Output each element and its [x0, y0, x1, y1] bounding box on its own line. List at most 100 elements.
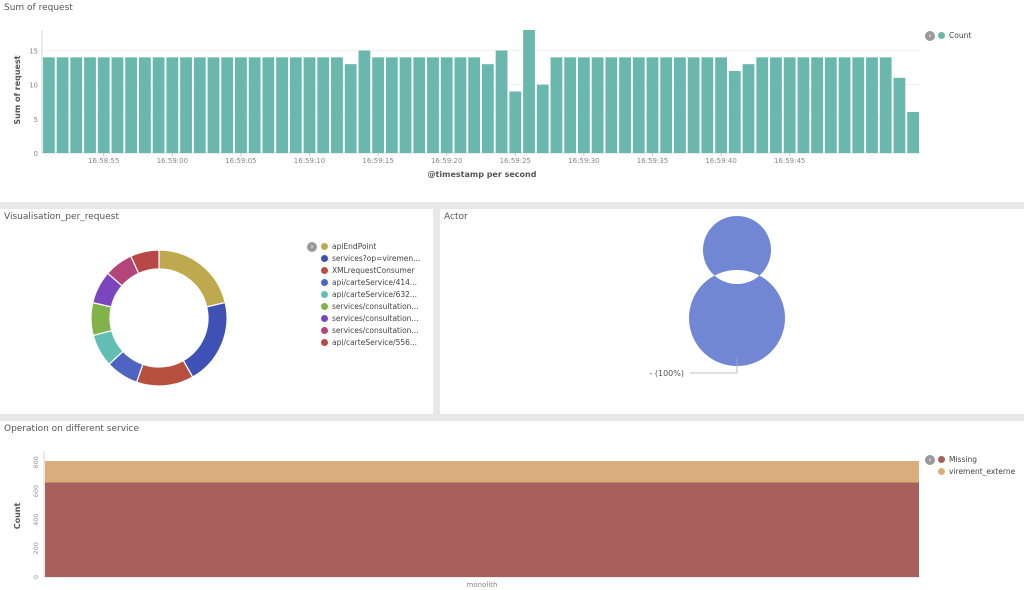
bar [838, 57, 851, 154]
legend-swatch [321, 326, 328, 334]
bar [742, 64, 755, 153]
pie-slice [158, 249, 226, 308]
y-tick-label: 10 [29, 82, 38, 90]
visualisation-per-request-chart [90, 249, 228, 387]
legend-label: api/carteService/414... [332, 277, 418, 287]
bar [509, 91, 522, 153]
bar [207, 57, 220, 154]
bar [770, 57, 782, 154]
bar [879, 57, 892, 154]
bar [70, 57, 83, 154]
visualisation-per-request-legend: apiEndPoint services?op=viremen... XMLrequ… [321, 240, 420, 348]
legend-swatch [321, 242, 328, 250]
x-tick-label: 16:59:30 [568, 157, 599, 165]
bar [701, 57, 714, 154]
bar [550, 57, 563, 154]
bar [413, 57, 426, 154]
legend-label: api/carteService/632... [332, 289, 418, 299]
bar [56, 57, 69, 154]
y-tick-label: 5 [34, 116, 38, 124]
stacked-bar-segment [45, 461, 919, 483]
legend-item[interactable]: services/consultation... [321, 300, 420, 312]
legend-item[interactable]: services?op=viremen... [321, 252, 420, 264]
panel-title: Sum of request [4, 3, 73, 13]
x-tick-label: 16:59:35 [637, 157, 668, 165]
stacked-bar-segment [45, 482, 919, 577]
legend-swatch [321, 278, 328, 286]
pie-slice [135, 359, 194, 387]
bar [97, 57, 110, 154]
slice-label: - (100%) [649, 369, 684, 378]
legend-item[interactable]: api/carteService/556... [321, 336, 420, 348]
panel-title: Operation on different service [4, 424, 140, 434]
legend-item[interactable]: virement_externe [938, 465, 1015, 477]
bar [660, 57, 673, 154]
legend-item[interactable]: api/carteService/632... [321, 288, 420, 300]
bar [180, 57, 192, 154]
bar [605, 57, 618, 154]
sum-of-request-panel: Sum of request 0 5 10 15 16:58:55 16:59:00 16… [0, 0, 1024, 202]
legend-item[interactable]: apiEndPoint [321, 240, 420, 252]
bar [276, 57, 288, 154]
bar [372, 57, 385, 154]
x-tick-label: 16:59:25 [500, 157, 531, 165]
bar [619, 57, 631, 154]
bar [248, 57, 261, 154]
legend-item[interactable]: services/consultation... [321, 312, 420, 324]
bar [674, 57, 686, 154]
legend-item[interactable]: XMLrequestConsumer [321, 264, 420, 276]
legend-item[interactable]: api/carteService/414... [321, 276, 420, 288]
bar [440, 57, 453, 154]
legend-toggle-icon[interactable]: › [925, 31, 935, 41]
pie-slice [90, 301, 113, 337]
operation-chart: 0 200 400 600 800 monolith Count [13, 451, 920, 589]
legend-swatch [938, 467, 945, 475]
legend-swatch [321, 266, 328, 274]
bar [317, 57, 330, 154]
x-axis-label: @timestamp per second [428, 170, 537, 179]
bar [564, 57, 577, 154]
legend-label: services?op=viremen... [332, 253, 421, 263]
legend-label: services/consultation... [332, 325, 419, 335]
legend-label: services/consultation... [332, 301, 419, 311]
bar [399, 57, 412, 154]
x-tick-label: monolith [467, 581, 498, 589]
legend-toggle-icon[interactable]: › [925, 455, 935, 465]
bar [84, 57, 96, 154]
legend-toggle-icon[interactable]: › [307, 242, 317, 252]
slice-label-leader-line [690, 357, 738, 374]
x-tick-label: 16:59:20 [431, 157, 462, 165]
bar [303, 57, 316, 154]
bar [783, 57, 796, 154]
bar [385, 57, 398, 154]
bar [824, 57, 837, 154]
bar [235, 57, 247, 154]
actor-chart: - (100%) [649, 216, 785, 378]
sum-of-request-legend: Count [938, 29, 971, 41]
panel-title: Actor [444, 212, 468, 222]
legend-label: XMLrequestConsumer [332, 265, 415, 275]
bar [523, 30, 535, 153]
x-tick-label: 16:59:40 [705, 157, 736, 165]
legend-swatch [938, 31, 945, 39]
bar [125, 57, 138, 154]
sum-of-request-chart: 0 5 10 15 16:58:55 16:59:00 16:59:05 16:59:10 1… [13, 30, 920, 179]
y-tick-label: 400 [32, 514, 40, 526]
visualisation-per-request-panel: Visualisation_per_request › apiEndPoint s… [0, 209, 433, 414]
bar [358, 50, 371, 153]
legend-item[interactable]: Count [938, 29, 971, 41]
y-tick-label: 0 [34, 150, 38, 158]
bar [811, 57, 824, 154]
operation-legend: Missing virement_externe [938, 453, 1015, 477]
x-tick-label: 16:58:55 [88, 157, 119, 165]
bar [907, 112, 920, 153]
legend-item[interactable]: Missing [938, 453, 1015, 465]
actor-panel: Actor - (100%) [440, 209, 1024, 414]
legend-item[interactable]: services/consultation... [321, 324, 420, 336]
legend-swatch [321, 314, 328, 322]
bar [632, 57, 645, 154]
x-tick-label: 16:59:10 [294, 157, 325, 165]
x-tick-label: 16:59:00 [157, 157, 188, 165]
y-tick-label: 600 [32, 485, 40, 497]
bar [646, 57, 659, 154]
